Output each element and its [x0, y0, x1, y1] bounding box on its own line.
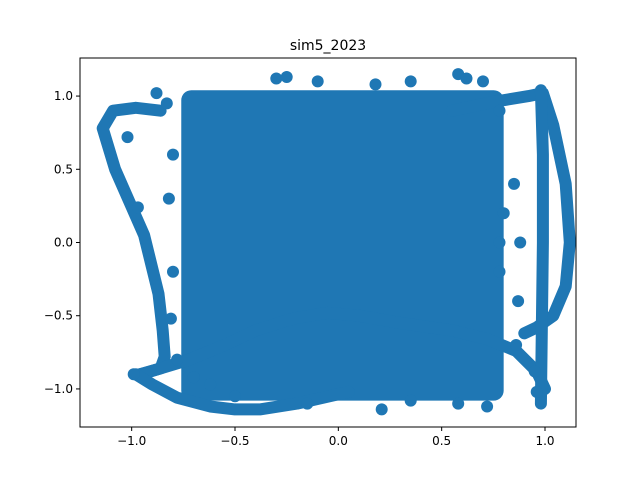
data-point: [375, 403, 388, 416]
x-tick-label: 0.0: [329, 434, 348, 448]
y-tick-label: −1.0: [44, 382, 73, 396]
trajectory-segment: [129, 368, 355, 416]
data-point: [171, 353, 184, 366]
data-point: [311, 75, 324, 88]
data-point: [229, 390, 241, 403]
trajectory-segment: [534, 84, 549, 410]
data-point: [280, 71, 293, 83]
data-point: [508, 177, 520, 190]
data-point: [514, 236, 527, 249]
data-point: [167, 265, 179, 278]
chart-title: sim5_2023: [290, 38, 366, 54]
x-axis: −1.0 −0.5 0.0 0.5 1.0: [117, 427, 555, 448]
data-point: [121, 131, 134, 144]
data-point: [460, 72, 473, 85]
data-point: [127, 368, 140, 381]
data-point: [493, 265, 506, 278]
data-point: [369, 78, 382, 91]
scatter-marks: [96, 68, 576, 416]
data-point: [481, 400, 494, 413]
x-tick-label: −0.5: [220, 434, 249, 448]
dense-point-cloud: [181, 90, 504, 401]
x-tick-label: 0.5: [432, 434, 451, 448]
x-tick-label: 1.0: [535, 434, 554, 448]
data-point: [131, 201, 144, 214]
y-tick-label: 0.0: [54, 236, 73, 250]
x-tick-label: −1.0: [117, 434, 146, 448]
data-point: [452, 397, 465, 410]
data-point: [204, 378, 217, 391]
data-point: [510, 339, 523, 351]
data-point: [187, 371, 200, 384]
data-point: [301, 397, 314, 410]
data-point: [150, 87, 163, 100]
data-point: [270, 72, 283, 85]
data-point: [493, 236, 506, 249]
data-point: [477, 75, 489, 88]
data-point: [164, 312, 177, 325]
y-tick-label: 1.0: [54, 89, 73, 103]
y-tick-label: −0.5: [44, 309, 73, 323]
data-point: [493, 104, 506, 117]
y-axis: −1.0 −0.5 0.0 0.5 1.0: [44, 89, 80, 396]
data-point: [167, 148, 179, 161]
y-tick-label: 0.5: [54, 162, 73, 176]
data-point: [162, 192, 175, 205]
data-point: [512, 295, 525, 308]
data-point: [528, 365, 541, 378]
data-point: [497, 207, 510, 220]
trajectory-segment: [133, 306, 551, 395]
data-point: [530, 385, 543, 398]
data-point: [160, 97, 173, 110]
data-point: [404, 394, 417, 407]
data-point: [404, 75, 417, 88]
